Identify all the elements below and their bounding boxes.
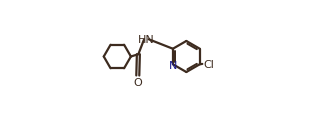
Text: O: O xyxy=(133,78,142,88)
Text: HN: HN xyxy=(138,35,155,45)
Text: N: N xyxy=(169,60,178,70)
Text: Cl: Cl xyxy=(203,59,214,69)
